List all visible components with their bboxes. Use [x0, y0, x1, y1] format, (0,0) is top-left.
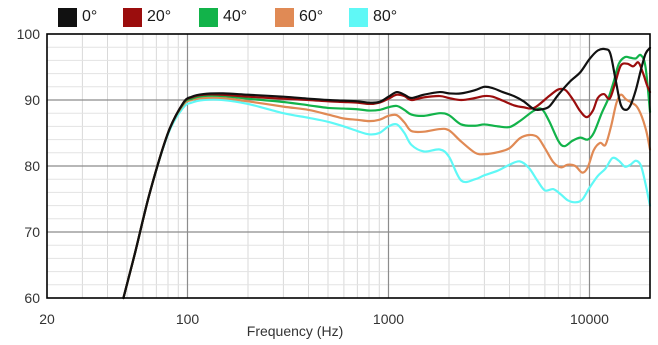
series-line-4 [122, 98, 652, 300]
legend-swatch-0 [58, 7, 77, 27]
legend-label-0: 0° [82, 8, 98, 25]
legend-swatch-40 [199, 7, 218, 27]
y-axis-ticks: 60 70 80 90 100 [17, 26, 41, 306]
series-line-0 [122, 46, 652, 300]
legend-item-60[interactable]: 60° [275, 7, 323, 27]
legend-label-40: 40° [223, 8, 248, 25]
x-tick-label: 20 [39, 311, 55, 327]
y-tick-label: 80 [24, 158, 40, 174]
x-tick-label: 10000 [570, 311, 609, 327]
legend-swatch-60 [275, 7, 294, 27]
series-line-2 [122, 53, 652, 300]
legend-swatch-80 [349, 7, 368, 27]
x-tick-label: 100 [176, 311, 200, 327]
legend-item-40[interactable]: 40° [199, 7, 247, 27]
legend-item-80[interactable]: 80° [349, 7, 397, 27]
x-axis-ticks: 20 100 1000 10000 [39, 311, 609, 327]
legend-label-60: 60° [299, 8, 324, 25]
legend-item-20[interactable]: 20° [123, 7, 171, 27]
series-line-3 [122, 93, 652, 300]
x-axis-title: Frequency (Hz) [247, 323, 343, 339]
series-line-1 [122, 61, 652, 300]
legend-label-20: 20° [147, 8, 172, 25]
x-tick-label: 1000 [373, 311, 404, 327]
y-tick-label: 60 [24, 290, 40, 306]
legend-swatch-20 [123, 7, 142, 27]
y-tick-label: 70 [24, 224, 40, 240]
series-layer [122, 46, 652, 300]
y-tick-label: 100 [17, 26, 41, 42]
y-tick-label: 90 [24, 92, 40, 108]
legend-item-0[interactable]: 0° [58, 7, 97, 27]
plot-frame [46, 33, 651, 299]
legend-label-80: 80° [373, 8, 398, 25]
